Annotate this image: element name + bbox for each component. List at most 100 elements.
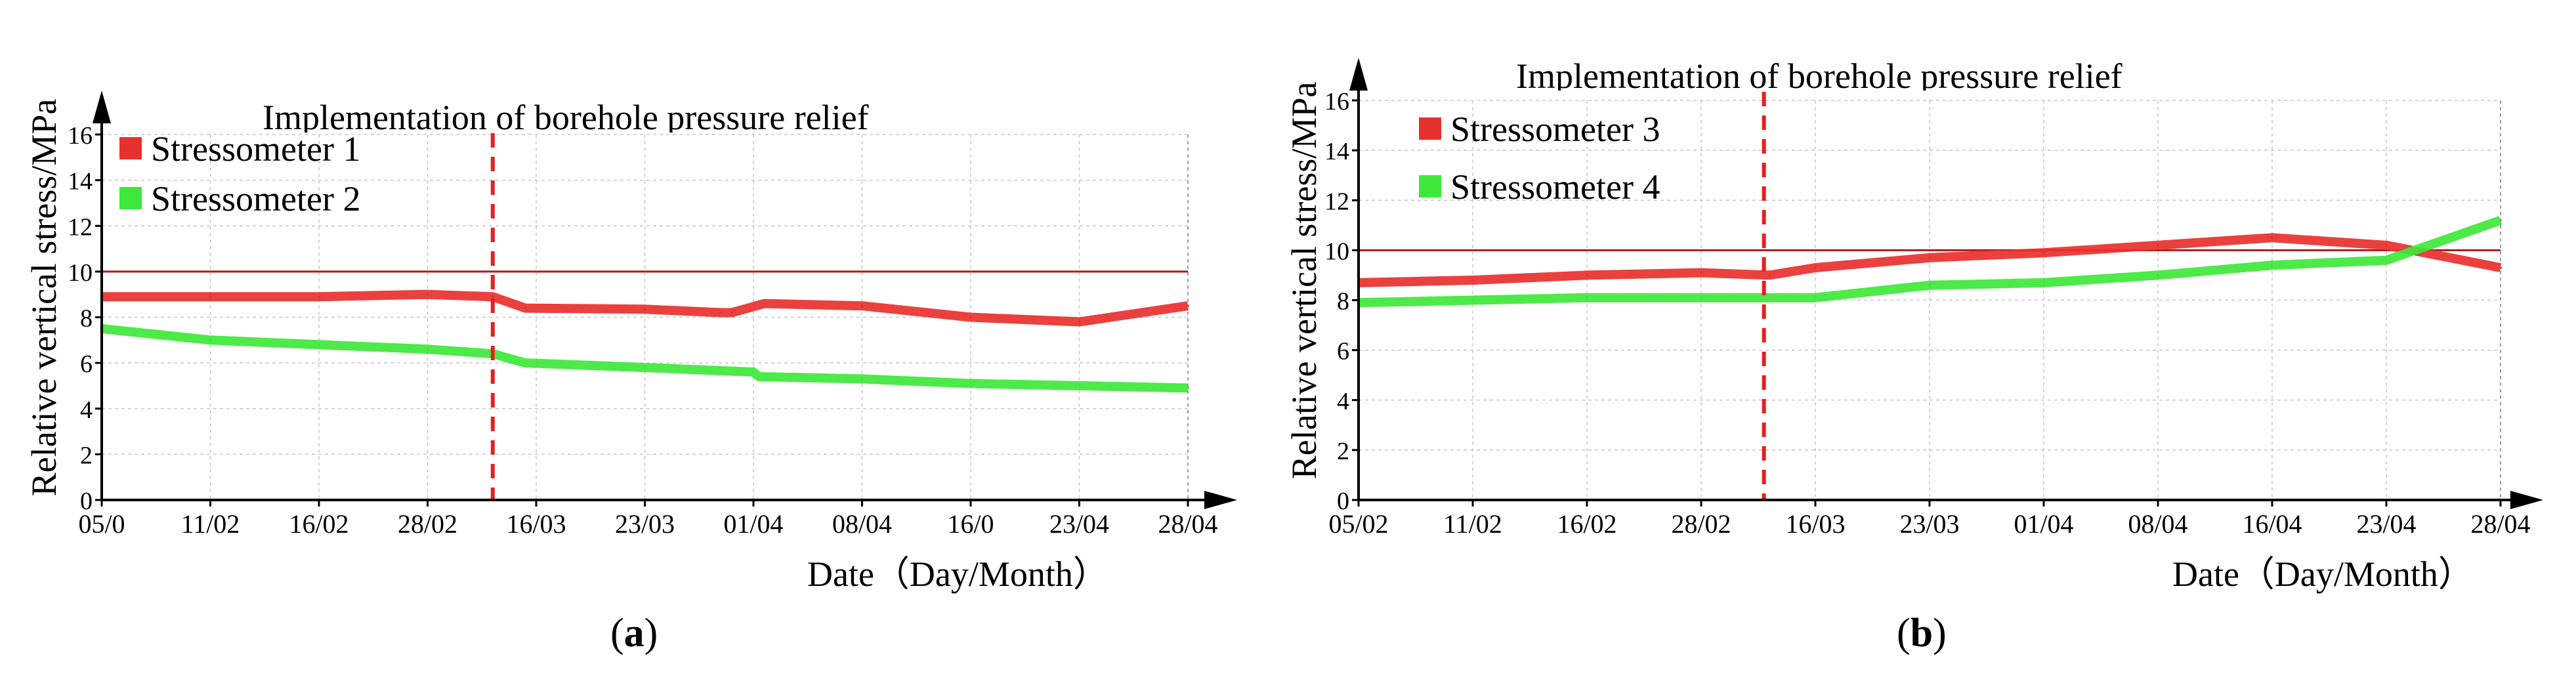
chart-a-series-1-point — [491, 295, 494, 299]
chart-b-x-tick-label: 16/04 — [2242, 509, 2302, 539]
chart-a-y-tick-label: 8 — [80, 305, 93, 333]
chart-b-y-tick-label: 2 — [1337, 438, 1349, 465]
chart-b-y-tick-label: 4 — [1337, 388, 1349, 415]
chart-b-series-1-point — [1814, 266, 1817, 270]
panel-a-label: a — [623, 611, 644, 655]
chart-b-x-tick-label: 16/02 — [1557, 509, 1616, 539]
chart-a-legend-label-2: Stressometer 2 — [151, 179, 360, 218]
chart-b-y-tick-label: 12 — [1324, 188, 1349, 215]
chart-b-x-tick-label: 05/02 — [1328, 509, 1388, 539]
chart-b-legend-swatch-1 — [1419, 117, 1441, 140]
panel-a-caption: (a) — [610, 611, 658, 655]
chart-a-series-2-point — [969, 382, 972, 385]
chart-b-x-tick-label: 08/04 — [2128, 509, 2187, 539]
chart-b-title: Implementation of borehole pressure reli… — [1516, 56, 2122, 96]
chart-b-x-tick-label: 11/02 — [1443, 509, 1502, 539]
chart-b-y-axis-arrow — [1349, 58, 1368, 91]
chart-a-y-tick-label: 16 — [68, 122, 93, 150]
chart-a-x-tick-label: 23/04 — [1049, 509, 1109, 539]
chart-a-series-1-point — [426, 293, 429, 296]
panel-b-caption: (b) — [1897, 611, 1947, 655]
chart-a-x-axis-label: Date（Day/Month） — [807, 554, 1109, 594]
chart-a-legend-swatch-2 — [119, 187, 142, 209]
chart-a-series-2-point — [426, 348, 429, 351]
chart-b-y-tick-label: 0 — [1337, 488, 1349, 515]
chart-a-series-2-point — [209, 339, 212, 342]
chart-b-x-tick-label: 16/03 — [1785, 509, 1845, 539]
chart-a-x-tick-label: 01/04 — [723, 509, 783, 539]
chart-b-series-2-point — [2157, 274, 2159, 277]
chart-a-series-2-point — [1187, 386, 1189, 390]
chart-b-y-tick-label: 14 — [1324, 138, 1349, 165]
chart-a-title: Implementation of borehole pressure reli… — [263, 98, 869, 137]
chart-b-y-tick-label: 6 — [1337, 338, 1349, 365]
chart-a-x-tick-label: 11/02 — [181, 509, 240, 539]
chart-a-series-1-point — [524, 306, 527, 310]
chart-a-x-tick-label: 16/0 — [947, 509, 994, 539]
chart-b-y-axis-label: Relative vertical stress/MPa — [1284, 82, 1324, 480]
chart-b-series-2-point — [2042, 281, 2045, 284]
chart-panel-b: 05/02 11/02 16/02 28/02 16/03 23/03 01/04 08/04… — [1267, 0, 2576, 685]
chart-a-series-2-point — [524, 362, 527, 365]
chart-b-legend-label-2: Stressometer 4 — [1450, 167, 1660, 207]
chart-b-series-2-point — [2385, 259, 2388, 262]
chart-a-series-2-point — [643, 366, 646, 369]
chart-b-y-tick-label: 16 — [1324, 88, 1349, 115]
chart-a-y-tick-label: 6 — [80, 350, 93, 378]
chart-a-series-2-point — [1078, 384, 1081, 387]
chart-b-series-1-point — [2499, 266, 2502, 270]
chart-b-x-axis-label: Date（Day/Month） — [2172, 554, 2474, 594]
chart-a-svg: 05/0 11/02 16/02 28/02 16/03 23/03 01/04 08/04 1… — [24, 91, 1237, 594]
chart-b-series-2-point — [1700, 296, 1702, 299]
chart-b-series-2-point — [1471, 299, 1474, 302]
chart-b-x-tick-label: 28/02 — [1671, 509, 1731, 539]
chart-a-y-tick-label: 4 — [80, 396, 93, 424]
chart-a-series-1-point — [763, 302, 766, 305]
chart-a-x-tick-label: 28/02 — [398, 509, 457, 539]
chart-a-series-1-point — [1078, 320, 1081, 323]
chart-a-series-2-point — [860, 377, 864, 381]
chart-b-x-tick-label: 23/04 — [2356, 509, 2416, 539]
chart-a-series-1-point — [209, 295, 212, 299]
chart-b-series-1-point — [1928, 256, 1931, 259]
chart-b-y-tick-label: 8 — [1337, 288, 1349, 316]
chart-a-series-1-point — [860, 304, 864, 308]
chart-a-x-tick-label: 16/03 — [506, 509, 566, 539]
chart-a-y-axis-arrow — [93, 91, 111, 123]
chart-b-series-1-line — [1358, 233, 2502, 287]
chart-a-x-tick-label: 08/04 — [832, 509, 892, 539]
chart-b-series-1-point — [2271, 236, 2273, 239]
chart-a-series-1-point — [318, 295, 320, 299]
chart-a-series-1-point — [730, 311, 733, 314]
chart-panel-a: 05/0 11/02 16/02 28/02 16/03 23/03 01/04 08/04 1… — [0, 0, 1247, 685]
chart-a-x-tick-label: 16/02 — [289, 509, 348, 539]
chart-a-series-2-point — [318, 343, 320, 346]
chart-a-x-tick-label: 05/0 — [78, 509, 125, 539]
chart-b-series-1-point — [1768, 274, 1771, 277]
chart-b-x-axis-arrow — [2510, 491, 2543, 509]
chart-a-x-axis-arrow — [1204, 491, 1237, 509]
chart-b-y-tick-label: 10 — [1324, 238, 1349, 265]
chart-a-series-2-point — [757, 375, 761, 379]
chart-b-series-1-point — [2157, 243, 2159, 247]
chart-b-series-1-point — [2042, 251, 2045, 255]
chart-b-series-2-point — [1928, 283, 1931, 287]
chart-a-series-1-point — [719, 311, 723, 314]
chart-b-series-2-point — [2271, 264, 2273, 267]
chart-b-series-2-point — [1586, 296, 1588, 299]
chart-b-series-1-point — [2385, 243, 2388, 247]
chart-a-series-1-point — [969, 316, 972, 319]
chart-b-x-tick-label: 23/03 — [1899, 509, 1959, 539]
chart-b-x-tick-label: 28/04 — [2470, 509, 2530, 539]
chart-b-legend-label-1: Stressometer 3 — [1450, 110, 1660, 149]
chart-b-series-1-point — [1471, 279, 1474, 282]
chart-b-svg: 05/02 11/02 16/02 28/02 16/03 23/03 01/04 08/04… — [1284, 56, 2543, 594]
chart-a-series-1-line — [102, 289, 1189, 327]
chart-a-y-tick-label: 10 — [68, 259, 93, 287]
chart-a-y-tick-label: 14 — [68, 168, 93, 196]
chart-a-legend-swatch-1 — [119, 137, 142, 159]
chart-b-series-1-point — [1700, 271, 1702, 274]
chart-a-y-tick-label: 12 — [68, 213, 93, 241]
chart-a-series-1-point — [643, 308, 646, 311]
chart-a-x-tick-label: 23/03 — [615, 509, 675, 539]
